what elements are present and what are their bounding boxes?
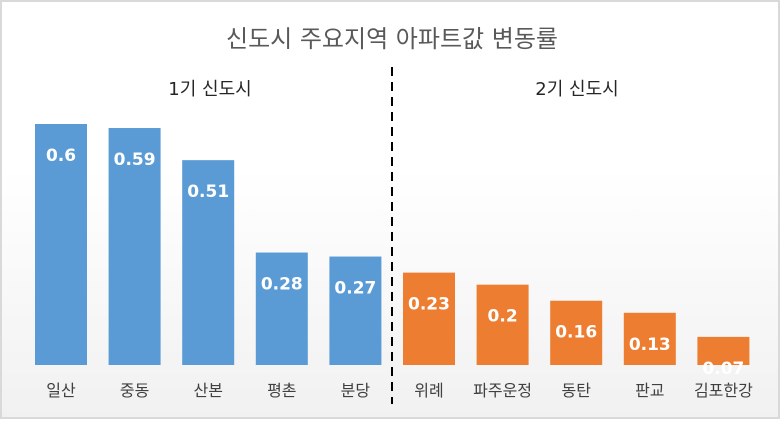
category-label: 김포한강 <box>694 381 753 400</box>
bar-판교 <box>623 312 676 365</box>
category-label: 위례 <box>414 381 443 400</box>
category-label: 산본 <box>193 381 222 400</box>
chart-title: 신도시 주요지역 아파트값 변동률 <box>226 25 558 53</box>
category-label: 동탄 <box>561 381 591 400</box>
bar-산본 <box>182 160 235 365</box>
bar-김포한강 <box>697 336 750 365</box>
category-label: 일산 <box>46 381 76 400</box>
bar-일산 <box>35 124 87 365</box>
data-label: 0.16 <box>555 323 597 343</box>
bar-평촌 <box>255 252 308 365</box>
data-label: 0.28 <box>261 275 303 295</box>
data-label: 0.07 <box>702 359 744 379</box>
data-label: 0.59 <box>114 150 156 170</box>
bar-분당 <box>329 256 382 365</box>
group-label-1: 1기 신도시 <box>168 79 251 100</box>
category-label: 파주운정 <box>473 381 532 400</box>
data-label: 0.2 <box>488 307 518 327</box>
category-label: 분당 <box>341 381 371 400</box>
data-label: 0.51 <box>187 182 229 202</box>
bar-위례 <box>403 272 455 365</box>
data-label: 0.13 <box>629 335 671 355</box>
data-label: 0.27 <box>334 279 376 299</box>
category-label: 중동 <box>120 381 149 400</box>
data-label: 0.6 <box>46 146 76 166</box>
bar-중동 <box>108 128 161 365</box>
bar-동탄 <box>550 300 603 365</box>
group-label-2: 2기 신도시 <box>535 79 618 100</box>
bar-파주운정 <box>476 284 529 365</box>
category-label: 판교 <box>635 381 664 400</box>
category-label: 평촌 <box>267 381 296 400</box>
data-label: 0.23 <box>408 295 450 315</box>
